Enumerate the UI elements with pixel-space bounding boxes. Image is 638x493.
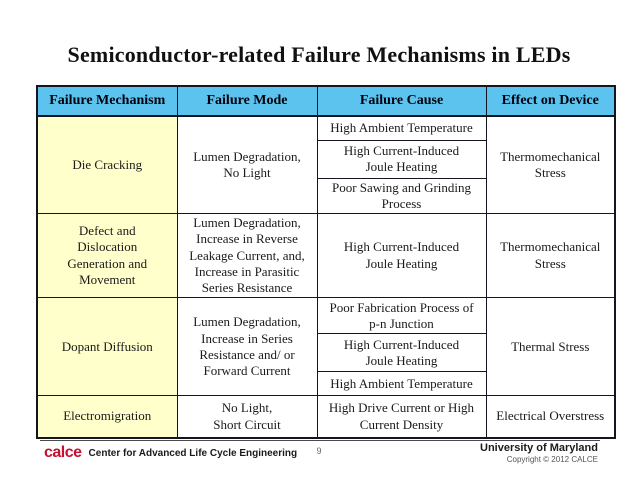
footer-divider [40,440,600,441]
cell-failure-mode: Lumen Degradation, Increase in Reverse L… [176,212,318,299]
table-row: Poor Sawing and Grinding Process [37,177,615,214]
cell-failure-cause: High Ambient Temperature [316,115,487,141]
table-row: High Current-Induced Joule Heating [37,139,615,179]
cell-failure-cause: High Drive Current or High Current Densi… [316,395,487,439]
table-row: Dopant Diffusion Lumen Degradation, Incr… [36,297,616,397]
cell-failure-cause: High Current-Induced Joule Heating [316,212,487,299]
cell-mechanism-die-cracking: Die Cracking [36,115,178,214]
cell-effect: Thermomechanical Stress [485,115,616,214]
cell-effect: Electrical Overstress [485,395,616,439]
table-header: Failure Mechanism Failure Mode Failure C… [36,85,616,117]
column-header-failure-mode: Failure Mode [176,85,318,117]
table-row: High Ambient Temperature [37,371,615,397]
column-header-failure-cause: Failure Cause [316,85,487,117]
cell-failure-cause: High Ambient Temperature [316,371,487,397]
calce-logo: calce [44,444,82,461]
table-row: High Current-Induced Joule Heating [37,333,615,373]
cell-failure-cause: High Current-Induced Joule Heating [316,333,487,373]
page-title: Semiconductor-related Failure Mechanisms… [67,42,571,67]
organization-name: Center for Advanced Life Cycle Engineeri… [88,447,298,459]
cell-failure-mode: No Light, Short Circuit [176,395,318,439]
cell-failure-mode: Lumen Degradation, Increase in Series Re… [176,297,318,397]
table-row: Defect and Dislocation Generation and Mo… [36,212,616,299]
column-header-effect-on-device: Effect on Device [485,85,616,117]
cell-mechanism-electromigration: Electromigration [36,395,178,439]
column-header-failure-mechanism: Failure Mechanism [36,85,178,117]
cell-failure-cause: High Current-Induced Joule Heating [316,139,487,179]
cell-mechanism-defect-dislocation: Defect and Dislocation Generation and Mo… [36,212,178,299]
table-row: Die Cracking Lumen Degradation, No Light… [36,115,616,214]
cell-failure-mode: Lumen Degradation, No Light [176,115,318,214]
page-number: 9 [316,446,322,456]
failure-mechanisms-table: Failure Mechanism Failure Mode Failure C… [36,85,616,439]
cell-effect: Thermal Stress [485,297,616,397]
footer-left: calce Center for Advanced Life Cycle Eng… [44,445,297,461]
cell-failure-cause: Poor Sawing and Grinding Process [316,177,487,214]
footer-right: University of Maryland Copyright © 2012 … [480,442,598,466]
cell-failure-cause: Poor Fabrication Process of p-n Junction [316,297,487,335]
university-name: University of Maryland [480,442,598,454]
cell-mechanism-dopant-diffusion: Dopant Diffusion [36,297,178,397]
table-row: Electromigration No Light, Short Circuit… [36,395,616,439]
copyright-text: Copyright © 2012 CALCE [506,455,598,465]
cell-effect: Thermomechanical Stress [485,212,616,299]
